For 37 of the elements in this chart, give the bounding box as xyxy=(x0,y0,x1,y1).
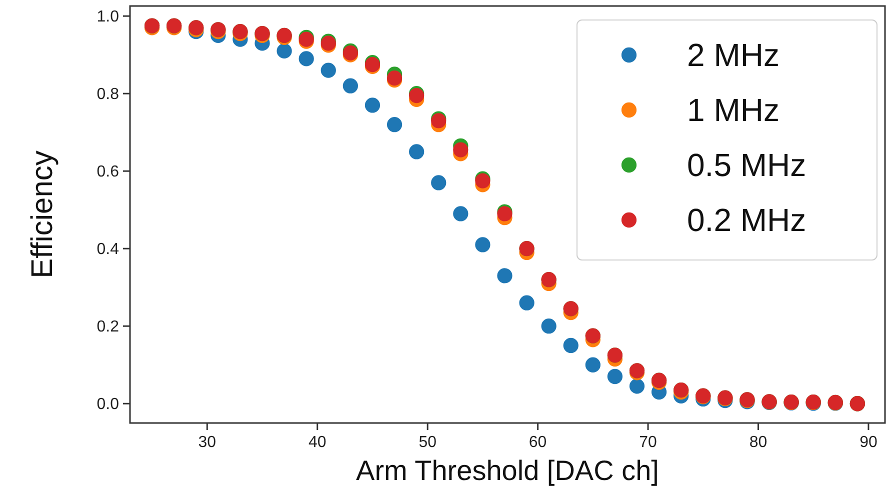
point xyxy=(497,268,512,284)
point xyxy=(541,318,556,334)
x-tick-label: 40 xyxy=(308,434,326,451)
point xyxy=(386,117,402,132)
x-tick-label: 90 xyxy=(860,434,878,451)
y-tick-label: 1.0 xyxy=(96,8,120,26)
point xyxy=(409,144,424,160)
legend-label: 1 MHz xyxy=(687,92,780,128)
x-tick-label: 30 xyxy=(198,434,216,451)
point xyxy=(453,142,468,158)
point xyxy=(364,98,380,113)
point xyxy=(276,43,292,59)
y-tick-label: 0.2 xyxy=(96,318,120,336)
y-tick-label: 0.6 xyxy=(96,164,120,181)
point xyxy=(629,378,645,394)
x-tick-label: 70 xyxy=(639,434,658,451)
point xyxy=(519,295,534,310)
x-axis-title: Arm Threshold [DAC ch] xyxy=(356,455,659,486)
legend-label: 0.2 MHz xyxy=(687,202,806,238)
point xyxy=(298,51,314,66)
point xyxy=(431,175,446,190)
point xyxy=(342,78,358,94)
legend-label: 0.5 MHz xyxy=(687,147,806,184)
x-tick-label: 60 xyxy=(528,434,547,451)
point xyxy=(320,62,336,78)
point xyxy=(475,237,490,252)
point xyxy=(585,357,600,372)
point xyxy=(563,338,578,354)
y-axis-title: Efficiency xyxy=(26,150,59,278)
y-tick-label: 0.4 xyxy=(96,241,120,258)
y-tick-label: 0.8 xyxy=(96,86,120,104)
point xyxy=(607,368,623,384)
y-tick-label: 0.0 xyxy=(96,396,120,414)
x-tick-label: 80 xyxy=(749,434,768,451)
x-tick-label: 50 xyxy=(418,434,437,451)
point xyxy=(453,206,468,222)
legend-label: 2 MHz xyxy=(687,37,780,74)
